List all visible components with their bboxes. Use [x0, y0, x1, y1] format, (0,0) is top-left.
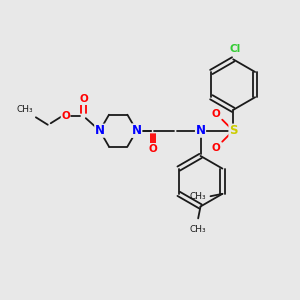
Text: O: O	[79, 94, 88, 104]
Text: S: S	[229, 124, 238, 137]
Text: CH₃: CH₃	[189, 225, 206, 234]
Text: N: N	[132, 124, 142, 137]
Text: N: N	[132, 124, 142, 137]
Text: O: O	[61, 111, 70, 121]
Text: CH₃: CH₃	[189, 192, 206, 201]
Text: O: O	[212, 142, 221, 153]
Text: N: N	[95, 124, 105, 137]
Text: O: O	[148, 143, 157, 154]
Text: N: N	[196, 124, 206, 137]
Text: CH₃: CH₃	[16, 105, 33, 114]
Text: O: O	[212, 109, 221, 119]
Text: Cl: Cl	[229, 44, 240, 54]
